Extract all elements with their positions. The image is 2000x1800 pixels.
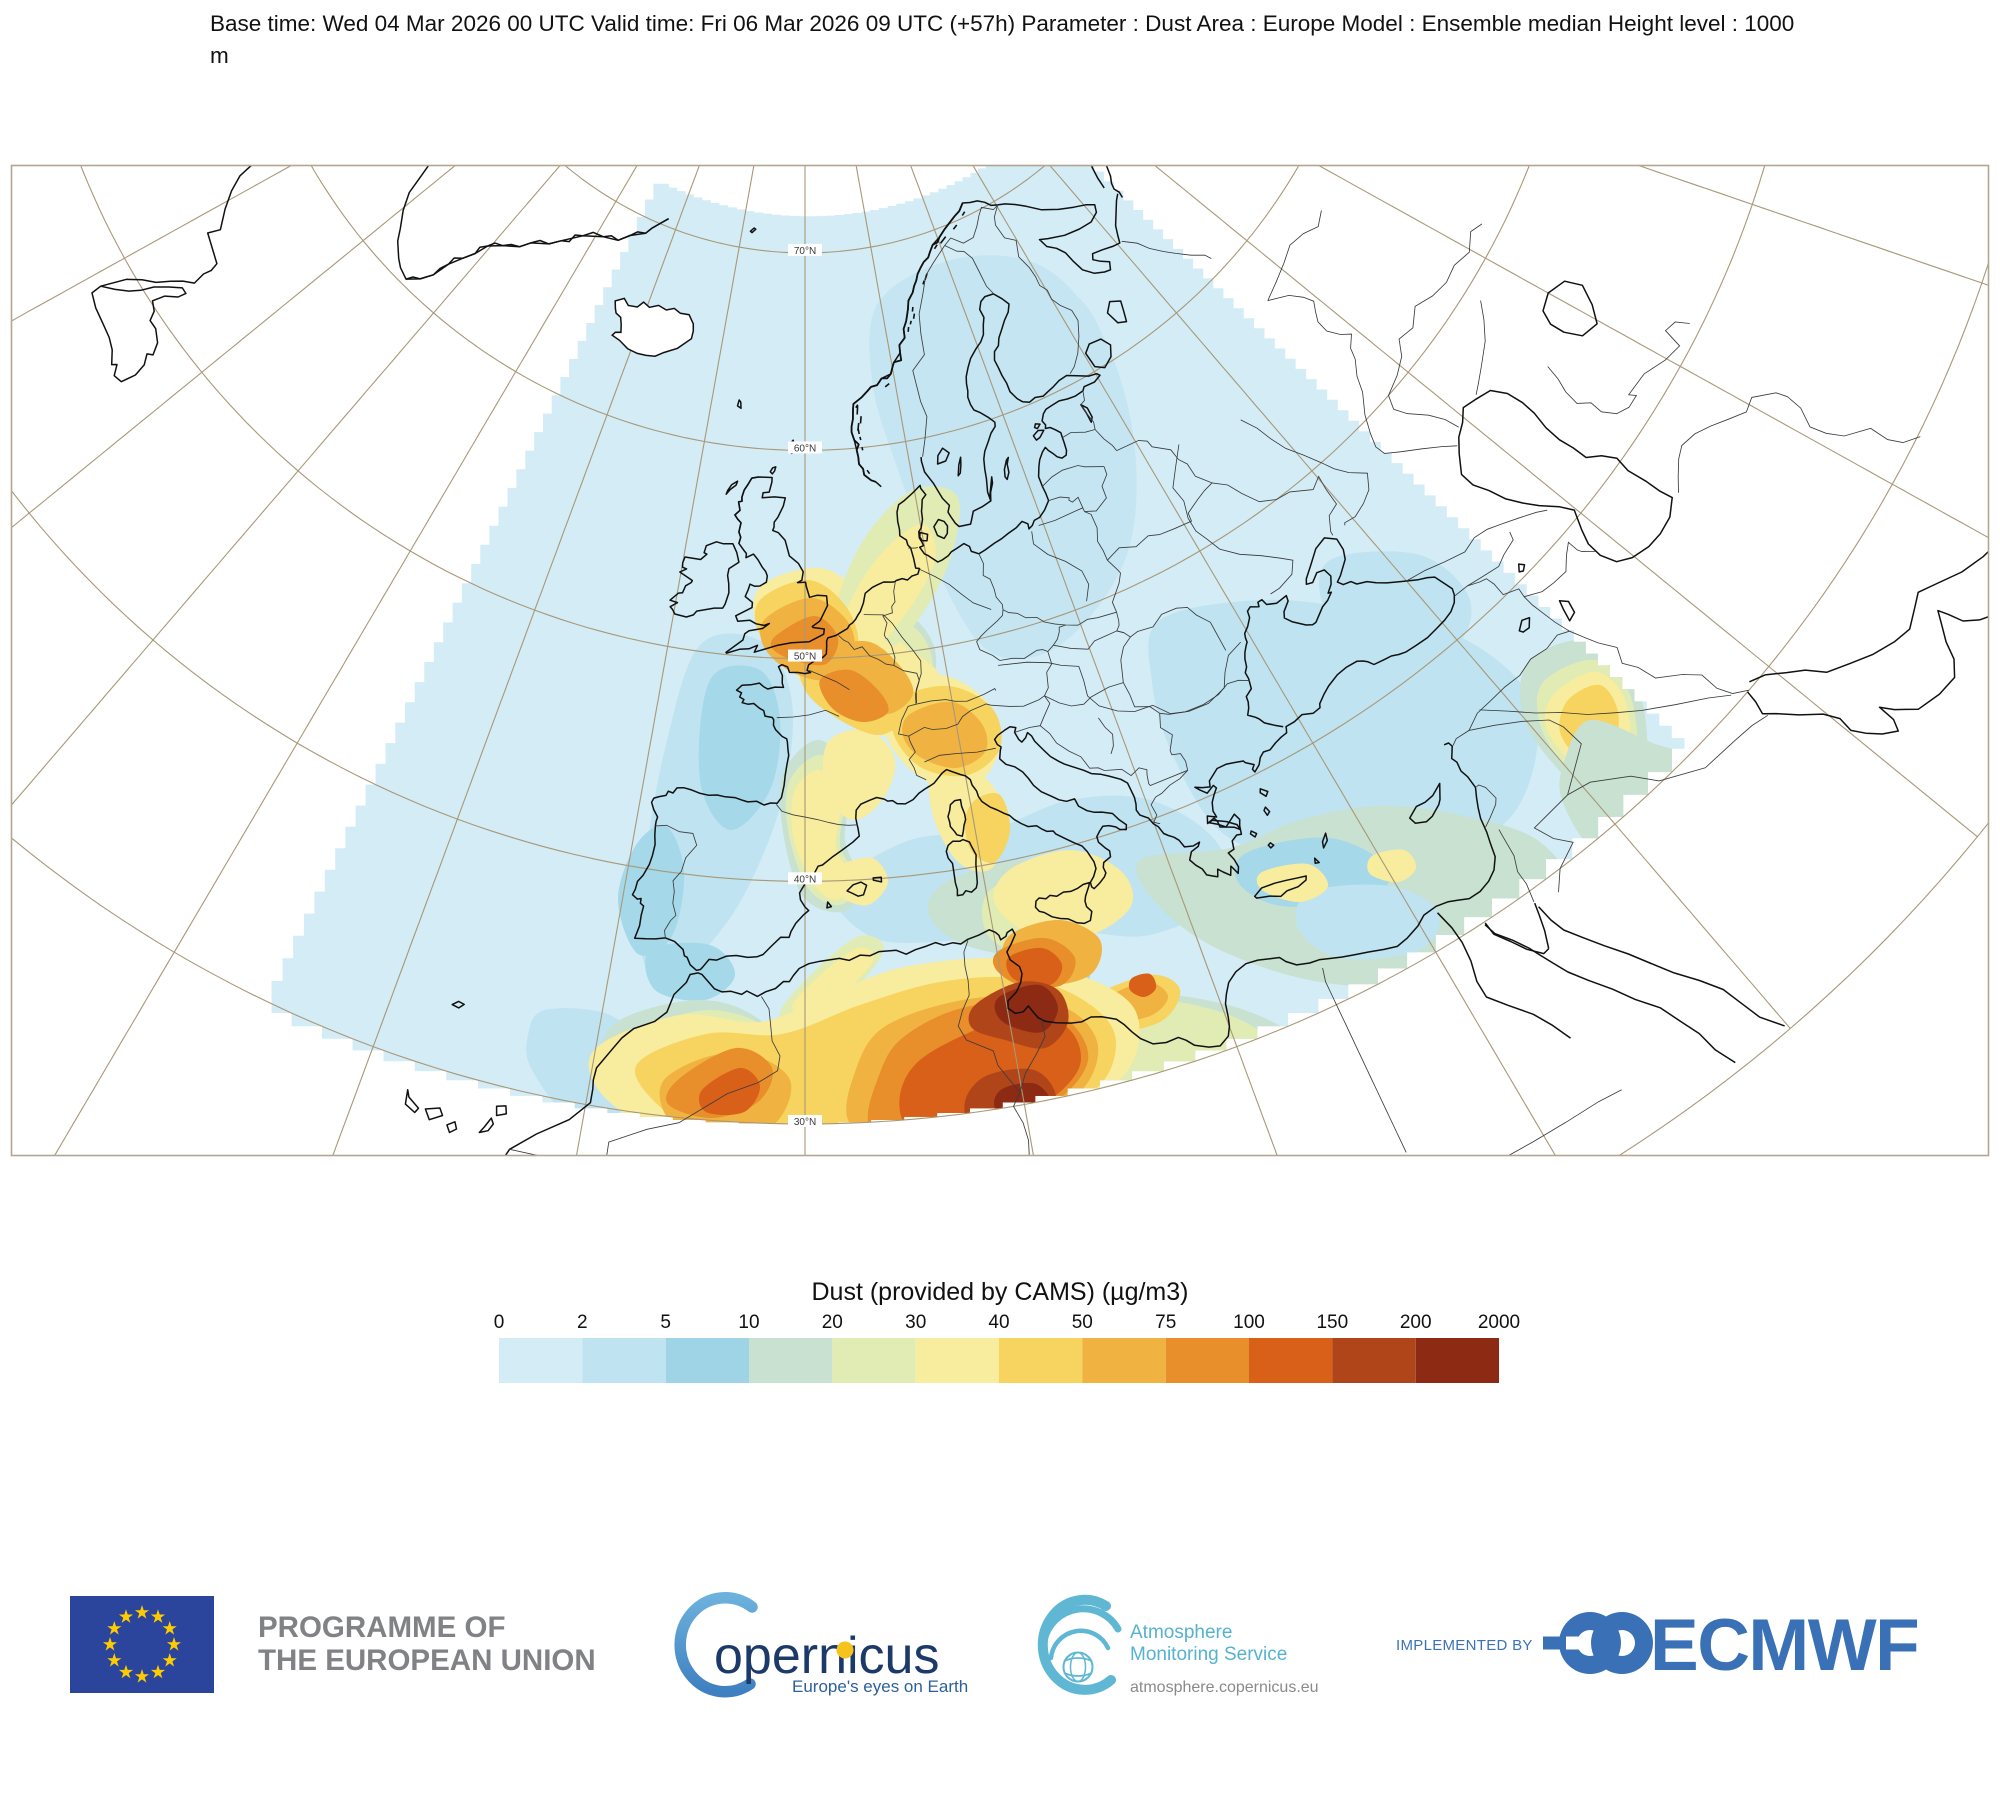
svg-text:40°N: 40°N	[794, 874, 816, 885]
svg-text:THE EUROPEAN UNION: THE EUROPEAN UNION	[258, 1644, 596, 1677]
svg-text:IMPLEMENTED BY: IMPLEMENTED BY	[1396, 1637, 1533, 1654]
svg-text:60°N: 60°N	[794, 443, 816, 454]
svg-text:100: 100	[1233, 1312, 1265, 1333]
svg-text:50: 50	[1072, 1312, 1093, 1333]
svg-text:Monitoring Service: Monitoring Service	[1130, 1644, 1287, 1665]
svg-text:10: 10	[738, 1312, 759, 1333]
svg-text:50°N: 50°N	[794, 652, 816, 663]
svg-text:2: 2	[577, 1312, 588, 1333]
svg-text:2000: 2000	[1478, 1312, 1520, 1333]
svg-text:40: 40	[988, 1312, 1009, 1333]
svg-text:atmosphere.copernicus.eu: atmosphere.copernicus.eu	[1130, 1679, 1319, 1696]
svg-text:20: 20	[822, 1312, 843, 1333]
svg-text:5: 5	[660, 1312, 671, 1333]
svg-text:75: 75	[1155, 1312, 1176, 1333]
svg-text:30°N: 30°N	[794, 1117, 816, 1128]
svg-text:70°N: 70°N	[794, 246, 816, 257]
svg-text:PROGRAMME OF: PROGRAMME OF	[258, 1611, 505, 1644]
svg-text:ECMWF: ECMWF	[1650, 1605, 1918, 1686]
svg-text:200: 200	[1400, 1312, 1432, 1333]
svg-text:30: 30	[905, 1312, 926, 1333]
svg-text:Atmosphere: Atmosphere	[1130, 1622, 1232, 1643]
svg-text:Europe's eyes on Earth: Europe's eyes on Earth	[792, 1677, 968, 1696]
svg-text:0: 0	[494, 1312, 505, 1333]
svg-text:Dust (provided by CAMS) (µg/m3: Dust (provided by CAMS) (µg/m3)	[811, 1278, 1188, 1306]
svg-text:150: 150	[1316, 1312, 1348, 1333]
svg-text:opernicus: opernicus	[714, 1627, 939, 1685]
